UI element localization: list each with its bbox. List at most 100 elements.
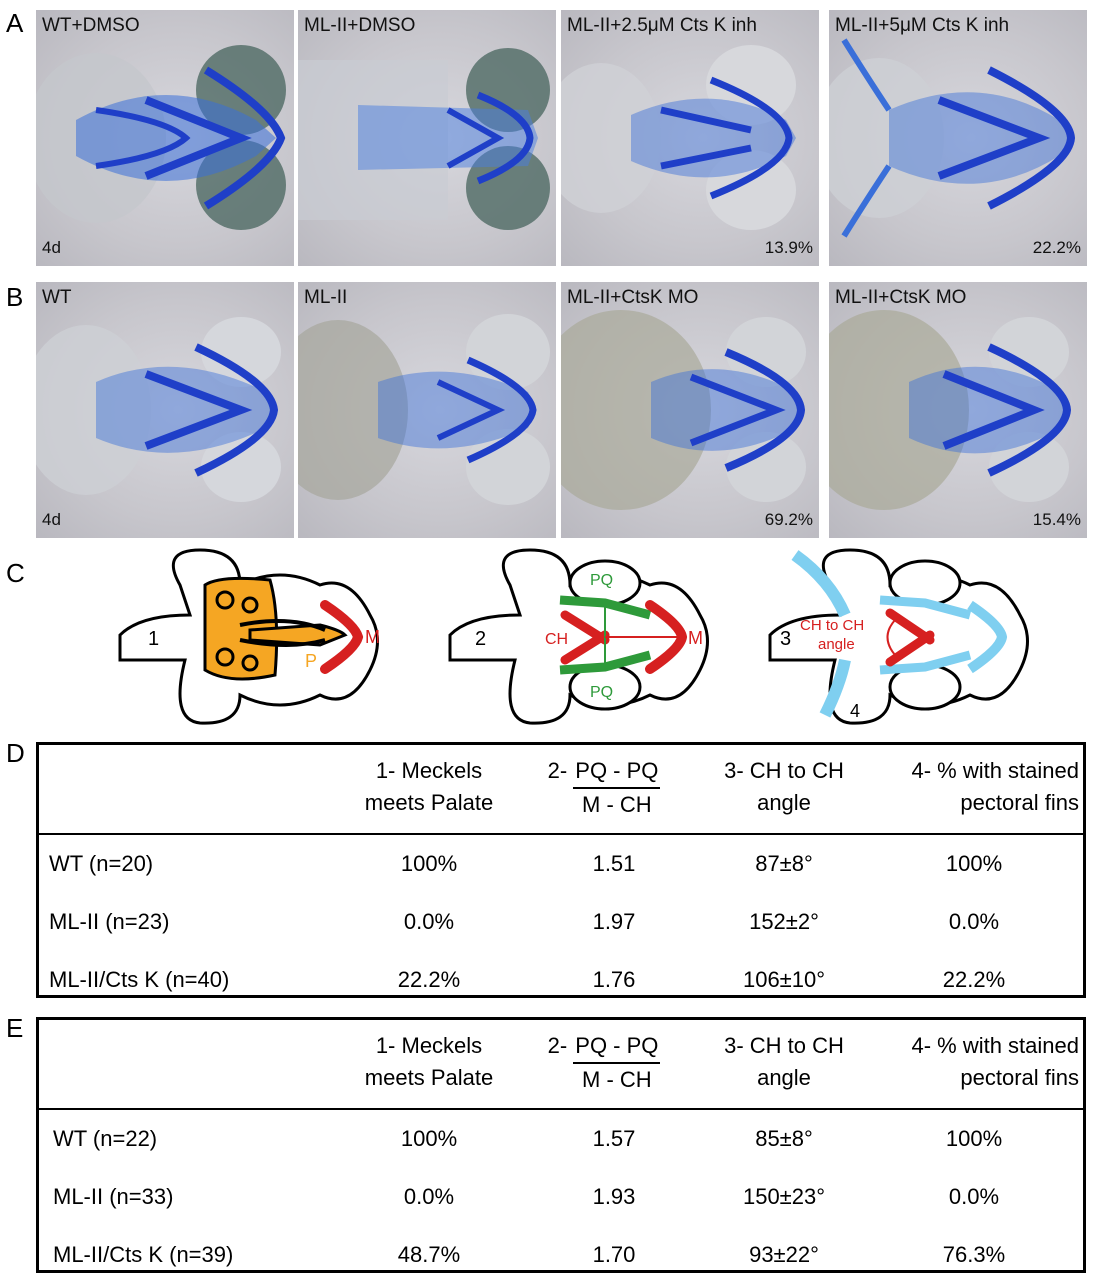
cell-meckels: 0.0% (403, 909, 455, 934)
cartilage-illustration (298, 314, 550, 505)
diagram-number: 3 (780, 628, 791, 650)
ratio-fraction: PQ - PQ M - CH (573, 755, 661, 821)
cell-meckels: 100% (400, 1126, 458, 1151)
cell-fins: 0.0% (948, 1184, 1000, 1209)
diagram-2: 2 PQ PQ CH M (430, 545, 720, 725)
cell-ratio: 1.57 (592, 1126, 636, 1151)
cell-fins: 0.0% (948, 909, 1000, 934)
row-label: WT (n=22) (53, 1126, 158, 1151)
table-d: 1- Meckels meets Palate 2- PQ - PQ M - C… (36, 742, 1086, 998)
header-text: 3- CH to CH (724, 1033, 844, 1058)
table-row: ML-II (n=23) 0.0% 1.97 152±2° 0.0% (39, 893, 1083, 951)
cell-ratio: 1.93 (592, 1184, 636, 1209)
photo-b4: ML-II+CtsK MO 15.4% (829, 282, 1087, 538)
table-header: 1- Meckels meets Palate 2- PQ - PQ M - C… (39, 1020, 1083, 1110)
header-text: 2- (547, 1033, 568, 1058)
photo-label: ML-II+5μM Cts K inh (835, 15, 1010, 36)
diagram-3: 3 CH to CH angle 4 (750, 545, 1040, 725)
header-angle: 3- CH to CH angle (699, 1030, 869, 1094)
header-text: 4- % with stained (911, 758, 1079, 783)
cell-angle: 93±22° (749, 1242, 819, 1267)
row-label: ML-II/Cts K (n=40) (49, 967, 230, 992)
cell-angle: 87±8° (755, 851, 813, 876)
cartilage-illustration (829, 310, 1072, 510)
header-pq-ratio: 2- PQ - PQ M - CH (529, 755, 679, 821)
cell-fins: 100% (945, 1126, 1003, 1151)
cartilage-illustration (561, 45, 796, 230)
meckel-label: M (365, 627, 380, 647)
percentage-label: 22.2% (1032, 238, 1081, 257)
cell-meckels: 100% (400, 851, 458, 876)
diagram-number: 2 (475, 628, 486, 650)
cell-fins: 22.2% (942, 967, 1006, 992)
cell-ratio: 1.97 (592, 909, 636, 934)
photo-label: WT (42, 287, 72, 308)
fraction-numerator: PQ - PQ (573, 755, 661, 789)
photo-a2: ML-II+DMSO (298, 10, 556, 266)
photo-label: ML-II+CtsK MO (567, 287, 699, 308)
header-fins: 4- % with stained pectoral fins (879, 1030, 1079, 1094)
meckel-label: M (688, 628, 703, 648)
percentage-label: 13.9% (764, 238, 813, 257)
cell-meckels: 48.7% (397, 1242, 461, 1267)
row-label: ML-II (n=23) (49, 909, 170, 934)
table-row: ML-II/Cts K (n=39) 48.7% 1.70 93±22° 76.… (39, 1226, 1083, 1284)
cell-angle: 150±23° (742, 1184, 826, 1209)
photo-b3: ML-II+CtsK MO 69.2% (561, 282, 819, 538)
header-text: angle (757, 790, 811, 815)
header-text: 1- Meckels (375, 1033, 483, 1058)
header-text: pectoral fins (960, 1065, 1079, 1090)
table-row: ML-II/Cts K (n=40) 22.2% 1.76 106±10° 22… (39, 951, 1083, 1009)
photo-label: ML-II (304, 287, 348, 308)
photo-label: ML-II+DMSO (304, 15, 416, 36)
angle-label-line1: CH to CH (800, 617, 864, 634)
cell-ratio: 1.70 (592, 1242, 636, 1267)
header-pq-ratio: 2- PQ - PQ M - CH (529, 1030, 679, 1096)
cell-angle: 152±2° (749, 909, 819, 934)
percentage-label: 69.2% (764, 510, 813, 529)
table-e: 1- Meckels meets Palate 2- PQ - PQ M - C… (36, 1017, 1086, 1273)
fraction-denominator: M - CH (582, 792, 652, 817)
panel-letter-c: C (6, 558, 25, 588)
header-text: 1- Meckels (375, 758, 483, 783)
fraction-numerator: PQ - PQ (573, 1030, 661, 1064)
header-text: angle (757, 1065, 811, 1090)
header-meckels: 1- Meckels meets Palate (339, 1030, 519, 1094)
header-fins: 4- % with stained pectoral fins (879, 755, 1079, 819)
header-angle: 3- CH to CH angle (699, 755, 869, 819)
photo-label: ML-II+CtsK MO (835, 287, 967, 308)
pq-bottom-label: PQ (590, 684, 613, 701)
panel-letter-a: A (6, 8, 24, 38)
percentage-label: 15.4% (1032, 510, 1081, 529)
cell-meckels: 22.2% (397, 967, 461, 992)
age-label: 4d (42, 238, 61, 257)
row-label: WT (n=20) (49, 851, 154, 876)
cartilage-illustration (561, 310, 806, 510)
cell-fins: 100% (945, 851, 1003, 876)
cell-ratio: 1.76 (592, 967, 636, 992)
ratio-fraction: PQ - PQ M - CH (573, 1030, 661, 1096)
photo-label: WT+DMSO (42, 15, 140, 36)
cell-meckels: 0.0% (403, 1184, 455, 1209)
row-label: ML-II (n=33) (53, 1184, 174, 1209)
palate-label: P (305, 651, 317, 671)
ch-label: CH (545, 631, 568, 648)
cell-fins: 76.3% (942, 1242, 1006, 1267)
header-meckels: 1- Meckels meets Palate (339, 755, 519, 819)
table-row: WT (n=22) 100% 1.57 85±8° 100% (39, 1110, 1083, 1168)
angle-label-line2: angle (818, 636, 855, 653)
photo-a4: ML-II+5μM Cts K inh 22.2% (829, 10, 1087, 266)
header-text: 3- CH to CH (724, 758, 844, 783)
photo-a3: ML-II+2.5μM Cts K inh 13.9% (561, 10, 819, 266)
photo-b2: ML-II (298, 282, 556, 538)
table-row: ML-II (n=33) 0.0% 1.93 150±23° 0.0% (39, 1168, 1083, 1226)
photo-a1: WT+DMSO 4d (36, 10, 294, 266)
header-text: meets Palate (364, 1065, 494, 1090)
header-text: 4- % with stained (911, 1033, 1079, 1058)
photo-b1: WT 4d (36, 282, 294, 538)
panel-letter-b: B (6, 282, 24, 312)
cell-angle: 106±10° (742, 967, 826, 992)
table-row: WT (n=20) 100% 1.51 87±8° 100% (39, 835, 1083, 893)
cartilage-illustration (298, 48, 550, 230)
panel-letter-e: E (6, 1013, 24, 1043)
